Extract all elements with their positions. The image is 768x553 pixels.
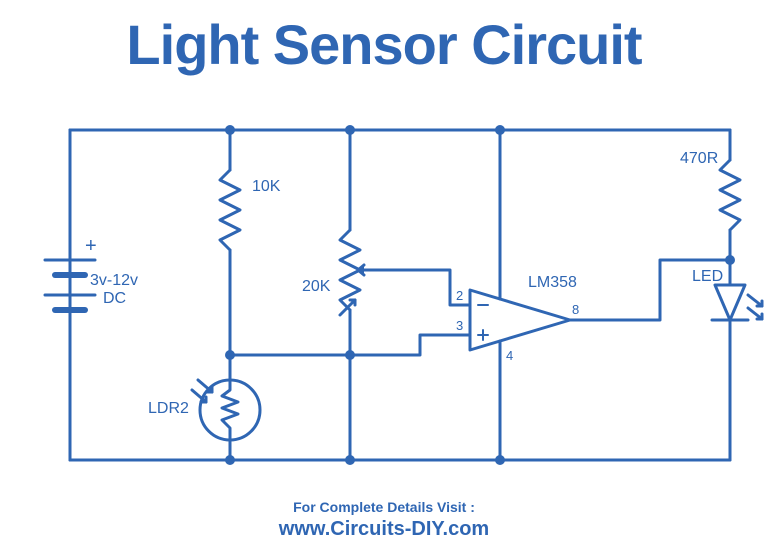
r2-label: 470R [680, 150, 718, 168]
circuit-diagram: Light Sensor Circuit [0, 0, 768, 553]
battery-plus-label: + [85, 235, 97, 258]
battery-voltage-label: 3v-12v [90, 272, 138, 290]
battery-dc-label: DC [103, 290, 126, 308]
opamp-label: LM358 [528, 274, 577, 292]
opamp-pin2-label: 2 [456, 288, 463, 303]
footer-line1: For Complete Details Visit : [0, 499, 768, 515]
r1-label: 10K [252, 178, 280, 196]
opamp-pin3-label: 3 [456, 318, 463, 333]
footer-line2: www.Circuits-DIY.com [0, 518, 768, 541]
ldr-label: LDR2 [148, 400, 189, 418]
opamp-pin8-label: 8 [572, 302, 579, 317]
pot-label: 20K [302, 278, 330, 296]
led-label: LED [692, 268, 723, 286]
opamp-pin4-label: 4 [506, 348, 513, 363]
